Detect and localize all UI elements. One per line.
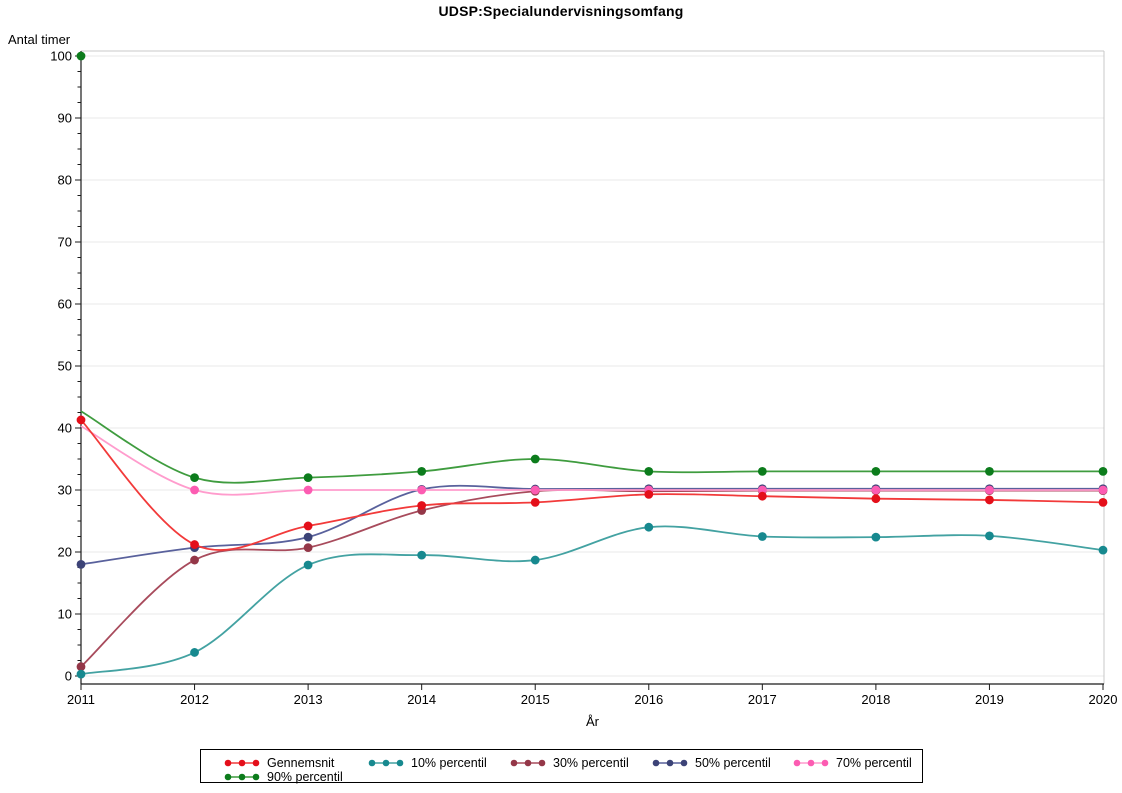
x-tick-label: 2018	[861, 692, 890, 707]
data-point-10-percentil-2019	[985, 531, 994, 541]
x-tick-label: 2012	[180, 692, 209, 707]
data-point-10-percentil-2016	[644, 522, 654, 532]
series-line-10-percentil	[80, 525, 1104, 676]
x-axis-title: År	[586, 714, 599, 729]
data-point-gennemsnit-2011	[76, 415, 86, 425]
data-point-50-percentil-2011	[76, 560, 86, 569]
y-tick-label: 40	[58, 421, 72, 436]
legend-label: 30% percentil	[553, 756, 629, 770]
legend-symbol-icon	[224, 759, 260, 767]
data-point-90-percentil-2019	[985, 467, 994, 476]
data-point-10-percentil-2017	[757, 532, 767, 541]
data-point-90-percentil-2011	[76, 51, 86, 61]
y-tick-label: 70	[58, 235, 72, 250]
data-point-gennemsnit-2014	[417, 501, 427, 510]
legend-item-10-percentil: 10% percentil	[368, 756, 487, 770]
y-tick-label: 100	[50, 49, 72, 64]
x-tick-label: 2011	[67, 692, 95, 707]
legend-label: 50% percentil	[695, 756, 771, 770]
legend-symbol-icon	[793, 759, 829, 767]
data-point-gennemsnit-2016	[644, 489, 654, 499]
legend-item-50-percentil: 50% percentil	[652, 756, 771, 770]
data-point-90-percentil-2012	[190, 473, 199, 482]
data-point-gennemsnit-2020	[1098, 498, 1108, 507]
legend-label: Gennemsnit	[267, 756, 335, 770]
series-line-gennemsnit	[80, 419, 1104, 551]
data-point-gennemsnit-2018	[871, 494, 881, 504]
data-point-10-percentil-2020	[1098, 545, 1108, 555]
data-point-10-percentil-2012	[190, 648, 199, 657]
y-tick-label: 10	[58, 607, 72, 622]
x-tick-label: 2019	[975, 692, 1004, 707]
legend-item-gennemsnit: Gennemsnit	[224, 756, 334, 770]
data-point-70-percentil-2012	[190, 485, 199, 495]
y-tick-label: 60	[58, 297, 72, 312]
legend-item-90-percentil: 90% percentil	[224, 770, 343, 784]
data-point-70-percentil-2014	[417, 485, 427, 495]
legend-label: 70% percentil	[836, 756, 912, 770]
y-tick-label: 90	[58, 111, 72, 126]
data-point-50-percentil-2013	[303, 532, 313, 542]
legend-item-30-percentil: 30% percentil	[510, 756, 629, 770]
y-axis-title: Antal timer	[8, 32, 71, 47]
data-point-10-percentil-2015	[530, 555, 540, 565]
data-point-10-percentil-2014	[417, 550, 427, 560]
series-line-90-percentil	[80, 410, 1103, 484]
x-tick-label: 2015	[521, 692, 550, 707]
y-tick-label: 20	[58, 545, 72, 560]
legend-symbol-icon	[368, 759, 404, 767]
data-point-90-percentil-2016	[644, 467, 654, 476]
data-point-10-percentil-2011	[76, 669, 86, 679]
legend-item-70-percentil: 70% percentil	[793, 756, 912, 770]
data-point-10-percentil-2018	[871, 532, 881, 542]
chart-title: UDSP:Specialundervisningsomfang	[438, 3, 684, 19]
data-point-70-percentil-2013	[303, 485, 313, 495]
data-point-90-percentil-2018	[871, 467, 881, 476]
data-point-30-percentil-2012	[190, 555, 199, 565]
legend-symbol-icon	[224, 773, 260, 781]
y-tick-label: 0	[65, 669, 72, 684]
data-point-90-percentil-2013	[303, 473, 313, 482]
data-point-10-percentil-2013	[303, 560, 313, 570]
data-point-90-percentil-2014	[417, 467, 427, 476]
x-tick-label: 2016	[634, 692, 663, 707]
y-tick-label: 50	[58, 359, 72, 374]
x-tick-label: 2014	[407, 692, 436, 707]
data-point-90-percentil-2017	[757, 467, 767, 476]
data-point-gennemsnit-2015	[530, 498, 540, 507]
data-point-gennemsnit-2013	[303, 521, 313, 531]
data-point-gennemsnit-2017	[757, 491, 767, 501]
data-point-30-percentil-2011	[76, 662, 86, 672]
legend-label: 10% percentil	[411, 756, 487, 770]
x-tick-label: 2020	[1089, 692, 1118, 707]
data-point-90-percentil-2015	[530, 454, 540, 464]
data-point-gennemsnit-2019	[985, 495, 994, 505]
legend-label: 90% percentil	[267, 770, 343, 784]
legend-symbol-icon	[510, 759, 546, 767]
data-point-30-percentil-2013	[303, 543, 313, 553]
x-tick-label: 2013	[294, 692, 323, 707]
data-point-70-percentil-2020	[1098, 485, 1108, 495]
y-tick-label: 30	[58, 483, 72, 498]
series-line-30-percentil	[80, 488, 1103, 668]
series-line-70-percentil	[80, 425, 1103, 496]
data-point-70-percentil-2015	[530, 485, 540, 495]
data-point-70-percentil-2017	[757, 485, 767, 495]
data-point-gennemsnit-2012	[190, 540, 199, 549]
legend-symbol-icon	[652, 759, 688, 767]
y-tick-label: 80	[58, 173, 72, 188]
data-point-90-percentil-2020	[1098, 467, 1108, 476]
data-point-70-percentil-2019	[985, 485, 994, 495]
legend: Gennemsnit 10% percentil 30% percentil 50% …	[200, 749, 923, 784]
data-point-70-percentil-2018	[871, 485, 881, 495]
x-tick-label: 2017	[748, 692, 777, 707]
